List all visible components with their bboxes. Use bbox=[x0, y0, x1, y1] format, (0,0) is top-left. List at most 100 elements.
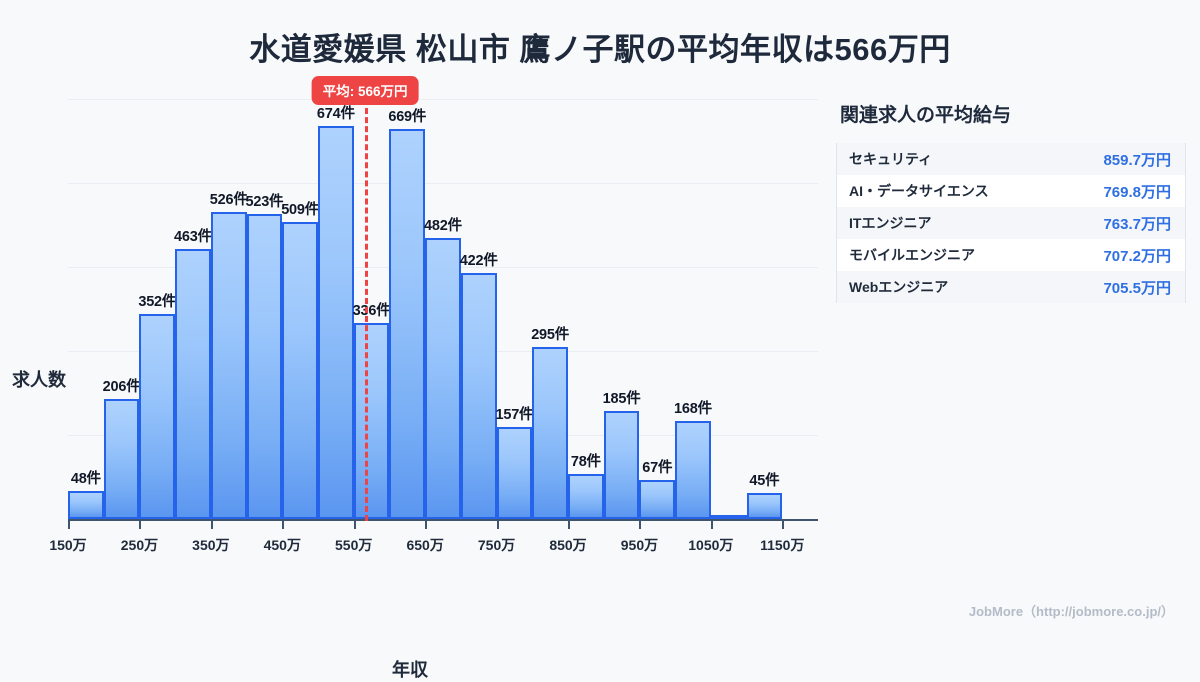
histogram-bar[interactable] bbox=[532, 346, 568, 519]
bar-slot bbox=[532, 99, 568, 519]
x-axis-tick-label: 150万 bbox=[49, 537, 87, 553]
bar-value-label: 157件 bbox=[495, 407, 534, 424]
bar-value-label: 185件 bbox=[602, 391, 641, 408]
histogram-bar[interactable] bbox=[603, 411, 640, 519]
histogram-bar[interactable] bbox=[675, 421, 711, 519]
x-axis-tick bbox=[68, 520, 70, 529]
histogram-bar[interactable] bbox=[139, 313, 176, 519]
bar-value-label: 352件 bbox=[138, 293, 177, 310]
salary-job-name: セキュリティ bbox=[849, 151, 933, 167]
related-salary-panel: 関連求人の平均給与 セキュリティ 859.7万円 AI・データサイエンス 769.8万… bbox=[836, 100, 1186, 303]
bar-slot bbox=[746, 99, 783, 519]
bar-slot bbox=[68, 99, 104, 519]
bar-value-label: 463件 bbox=[174, 228, 212, 245]
average-line bbox=[365, 99, 369, 521]
histogram-bar[interactable] bbox=[246, 213, 283, 519]
bar-slot bbox=[318, 99, 354, 519]
histogram-bar[interactable] bbox=[639, 479, 676, 519]
bar-slot bbox=[496, 99, 533, 519]
bar-value-label: 78件 bbox=[570, 453, 601, 470]
salary-job-name: ITエンジニア bbox=[849, 215, 932, 231]
salary-job-name: Webエンジニア bbox=[849, 279, 949, 295]
salary-amount: 705.5万円 bbox=[1103, 279, 1171, 297]
bar-value-label: 509件 bbox=[281, 202, 320, 219]
bar-value-label: 48件 bbox=[70, 471, 101, 487]
bar-value-label: 336件 bbox=[352, 303, 391, 319]
bar-slot bbox=[246, 99, 283, 519]
bar-value-label: 526件 bbox=[209, 192, 248, 209]
x-axis-tick-label: 550万 bbox=[335, 537, 373, 553]
histogram-bar[interactable] bbox=[425, 237, 461, 519]
salary-amount: 707.2万円 bbox=[1103, 247, 1171, 265]
histogram-chart: 48件 206件 352件 463件 526件 523件 509件 674件 336件 669件 4… bbox=[0, 76, 820, 680]
x-axis-tick bbox=[496, 520, 499, 529]
bar-value-label: 523件 bbox=[245, 193, 284, 210]
bar-slot bbox=[425, 99, 461, 519]
x-axis-line bbox=[68, 519, 818, 521]
x-axis-tick bbox=[139, 520, 142, 529]
salary-amount: 763.7万円 bbox=[1103, 215, 1171, 233]
bar-value-label: 482件 bbox=[424, 217, 462, 234]
x-axis-tick bbox=[210, 520, 213, 529]
x-axis-tick bbox=[282, 520, 285, 529]
average-badge: 平均: 566万円 bbox=[311, 76, 419, 105]
x-axis-tick-label: 1050万 bbox=[688, 537, 734, 553]
salary-row[interactable]: AI・データサイエンス 769.8万円 bbox=[837, 175, 1185, 207]
bar-value-label: 295件 bbox=[531, 326, 570, 343]
histogram-bar[interactable] bbox=[496, 427, 533, 519]
bar-value-label: 422件 bbox=[459, 252, 498, 269]
x-axis-tick bbox=[782, 520, 785, 529]
histogram-bar[interactable] bbox=[389, 128, 426, 519]
bar-slot bbox=[603, 99, 640, 519]
bar-slot bbox=[210, 99, 247, 519]
histogram-bar[interactable] bbox=[353, 323, 390, 519]
x-axis-tick-label: 350万 bbox=[192, 537, 230, 553]
bar-slot bbox=[675, 99, 711, 519]
histogram-bar[interactable] bbox=[282, 222, 318, 519]
x-axis-tick bbox=[639, 520, 642, 529]
x-axis-tick-label: 1150万 bbox=[760, 537, 805, 553]
bar-slot bbox=[389, 99, 426, 519]
histogram-bar[interactable] bbox=[210, 212, 247, 519]
histogram-bar[interactable] bbox=[175, 248, 211, 519]
histogram-bar[interactable] bbox=[103, 398, 140, 519]
bar-slot bbox=[353, 99, 390, 519]
bar-slot bbox=[568, 99, 604, 519]
histogram-bar[interactable] bbox=[460, 272, 497, 519]
plot-area: 48件 206件 352件 463件 526件 523件 509件 674件 336件 669件 4… bbox=[49, 99, 818, 553]
histogram-bar[interactable] bbox=[568, 473, 604, 519]
salary-amount: 769.8万円 bbox=[1103, 183, 1171, 201]
x-axis-tick-label: 950万 bbox=[620, 537, 659, 553]
salary-job-name: AI・データサイエンス bbox=[849, 183, 989, 199]
x-axis-tick-label: 850万 bbox=[549, 537, 587, 553]
x-axis-title: 年収 bbox=[392, 660, 428, 680]
histogram-bar[interactable] bbox=[710, 515, 747, 519]
x-axis-tick-label: 250万 bbox=[120, 537, 159, 553]
histogram-bar[interactable] bbox=[318, 125, 354, 519]
y-axis-title: 求人数 bbox=[12, 370, 66, 390]
gridline bbox=[68, 99, 818, 100]
bar-value-label: 669件 bbox=[388, 108, 427, 125]
bar-slot bbox=[103, 99, 140, 519]
gridline bbox=[68, 183, 818, 184]
footer-attribution: JobMore（http://jobmore.co.jp/） bbox=[968, 604, 1174, 619]
bar-slot bbox=[710, 99, 747, 519]
x-axis-tick bbox=[568, 520, 570, 529]
bar-value-label: 168件 bbox=[674, 401, 712, 417]
salary-table: セキュリティ 859.7万円 AI・データサイエンス 769.8万円 ITエンジニア 76… bbox=[836, 143, 1186, 303]
histogram-bar[interactable] bbox=[746, 492, 783, 519]
x-axis-tick bbox=[425, 520, 428, 529]
salary-row[interactable]: セキュリティ 859.7万円 bbox=[837, 143, 1185, 175]
salary-row[interactable]: モバイルエンジニア 707.2万円 bbox=[837, 239, 1185, 271]
side-panel-title: 関連求人の平均給与 bbox=[840, 105, 1012, 126]
bar-slot bbox=[175, 99, 211, 519]
x-axis-tick-label: 750万 bbox=[477, 537, 516, 553]
x-axis-tick bbox=[353, 520, 356, 529]
salary-job-name: モバイルエンジニア bbox=[849, 247, 975, 263]
bar-value-label: 67件 bbox=[642, 459, 673, 476]
salary-row[interactable]: ITエンジニア 763.7万円 bbox=[837, 207, 1185, 239]
salary-row[interactable]: Webエンジニア 705.5万円 bbox=[837, 271, 1185, 303]
x-axis-tick-label: 650万 bbox=[406, 537, 444, 553]
histogram-bar[interactable] bbox=[68, 491, 104, 519]
bar-series: 48件 206件 352件 463件 526件 523件 509件 674件 336件 669件 4… bbox=[68, 99, 818, 519]
